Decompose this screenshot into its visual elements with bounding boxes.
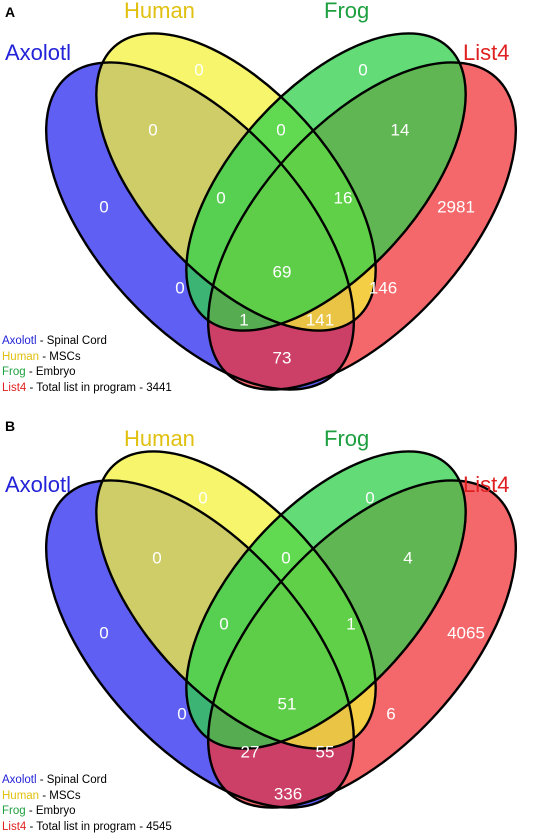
count-axolotl-human-list4: 55: [315, 742, 335, 762]
legend-desc: - Total list in program - 4545: [26, 820, 172, 833]
count-axolotl-frog: 0: [175, 278, 185, 298]
legend-name: Human: [2, 789, 40, 802]
legend-name: List4: [2, 381, 27, 394]
count-axolotl-list4: 73: [272, 348, 292, 368]
set-label-frog: Frog: [324, 0, 370, 23]
legend-name: Frog: [2, 366, 26, 378]
set-label-list4: List4: [463, 472, 510, 497]
legend-item-frog: Frog - Embryo: [2, 365, 172, 381]
count-list4-only: 2981: [437, 197, 475, 217]
legend-desc: - MSCs: [39, 350, 81, 363]
set-label-axolotl: Axolotl: [5, 472, 72, 497]
legend-item-list4: List4 - Total list in program - 4545: [2, 820, 172, 836]
venn-diagram-b: [44, 450, 518, 809]
count-human-frog: 0: [281, 548, 291, 568]
count-frog-list4: 4: [403, 548, 413, 568]
set-label-axolotl: Axolotl: [5, 40, 72, 65]
count-axolotl-human: 0: [152, 548, 162, 568]
legend-name: List4: [2, 820, 27, 833]
count-axolotl-list4: 336: [273, 784, 303, 804]
count-axolotl-human-frog: 0: [219, 614, 229, 634]
legend-item-list4: List4 - Total list in program - 3441: [2, 381, 172, 397]
count-axolotl-only: 0: [99, 197, 109, 217]
legend-desc: - Spinal Cord: [36, 774, 107, 786]
frog-ellipse: [186, 33, 466, 331]
legend-item-human: Human - MSCs: [2, 789, 172, 805]
count-list4-only: 4065: [447, 623, 485, 643]
count-axolotl-only: 0: [99, 623, 109, 643]
venn-panel-b: B Axolotl Human Frog List4 0 0 0 4065 0 …: [0, 418, 560, 836]
venn-panel-a: A Axolotl Human Frog List4 0 0 0 2981 0 …: [0, 0, 560, 418]
frog-ellipse: [186, 451, 466, 749]
count-human-only: 0: [194, 60, 204, 80]
legend-name: Human: [2, 350, 40, 363]
count-human-frog-list4: 1: [346, 614, 356, 634]
count-axolotl-human-list4: 141: [305, 310, 335, 330]
count-axolotl-human: 0: [148, 120, 158, 140]
count-axolotl-frog-list4: 27: [240, 742, 260, 762]
count-human-list4: 146: [368, 278, 398, 298]
set-label-human: Human: [124, 0, 195, 23]
panel-letter: B: [5, 418, 16, 434]
count-axolotl-frog-list4: 1: [239, 310, 249, 330]
legend-desc: - Spinal Cord: [36, 335, 107, 347]
venn-diagram-a: [44, 32, 518, 391]
count-all-four: 51: [277, 694, 297, 714]
legend-name: Frog: [2, 805, 26, 817]
count-frog-only: 0: [358, 60, 368, 80]
count-frog-only: 0: [365, 488, 375, 508]
count-human-only: 0: [198, 488, 208, 508]
legend-name: Axolotl: [2, 774, 37, 786]
legend-item-frog: Frog - Embryo: [2, 804, 172, 820]
legend: Axolotl - Spinal Cord Human - MSCs Frog …: [2, 334, 172, 396]
count-axolotl-frog: 0: [177, 704, 187, 724]
legend: Axolotl - Spinal Cord Human - MSCs Frog …: [2, 773, 172, 835]
count-human-list4: 6: [386, 704, 396, 724]
legend-desc: - Embryo: [25, 366, 76, 378]
panel-letter: A: [5, 4, 16, 20]
set-label-human: Human: [124, 426, 195, 451]
legend-item-human: Human - MSCs: [2, 350, 172, 366]
legend-item-axolotl: Axolotl - Spinal Cord: [2, 334, 172, 350]
legend-item-axolotl: Axolotl - Spinal Cord: [2, 773, 172, 789]
legend-desc: - MSCs: [39, 789, 81, 802]
set-label-frog: Frog: [324, 426, 370, 451]
set-label-list4: List4: [463, 40, 510, 65]
count-human-frog: 0: [276, 120, 286, 140]
legend-name: Axolotl: [2, 335, 37, 347]
legend-desc: - Embryo: [25, 805, 76, 817]
legend-desc: - Total list in program - 3441: [26, 381, 172, 394]
count-axolotl-human-frog: 0: [216, 188, 226, 208]
count-all-four: 69: [272, 262, 292, 282]
count-human-frog-list4: 16: [333, 188, 353, 208]
count-frog-list4: 14: [390, 120, 410, 140]
